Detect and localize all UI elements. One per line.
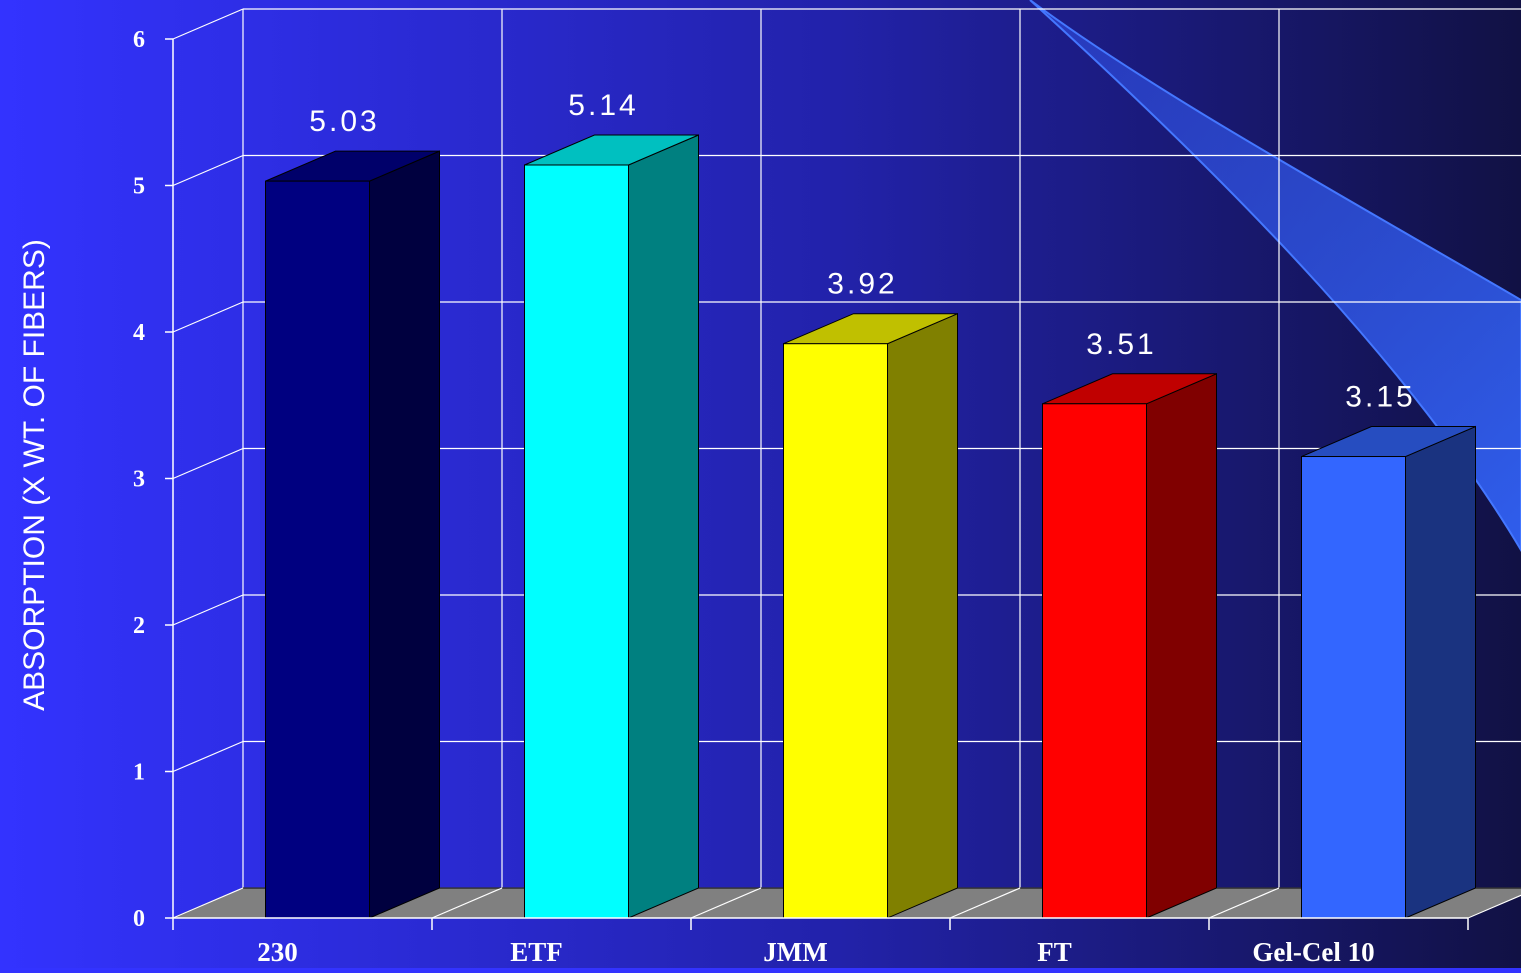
category-label: 230	[257, 937, 298, 967]
bar-230	[265, 150, 440, 919]
y-tick-label: 6	[133, 27, 145, 53]
y-tick-label: 0	[133, 906, 145, 932]
gridline-wall	[172, 447, 244, 480]
y-tick-label: 3	[133, 467, 145, 493]
y-tick-label: 4	[133, 320, 145, 346]
bar-side	[369, 150, 440, 919]
data-label: 5.03	[309, 105, 379, 138]
bar-front	[265, 180, 370, 919]
category-label: FT	[1037, 937, 1072, 967]
floor-divider	[1467, 894, 1521, 919]
y-tick-label: 1	[133, 760, 145, 786]
category-label: ETF	[510, 937, 563, 967]
bar-front	[1301, 456, 1406, 919]
floor-divider	[690, 887, 762, 919]
bar-side	[628, 134, 699, 919]
bar-front	[524, 164, 629, 919]
gridline-wall	[172, 301, 244, 333]
data-label: 3.15	[1345, 381, 1415, 414]
bar-series	[265, 134, 1476, 919]
floor-divider	[431, 887, 503, 919]
bar-side	[887, 312, 958, 919]
category-label: Gel-Cel 10	[1252, 937, 1374, 967]
y-tick-label: 5	[133, 174, 145, 200]
data-label: 5.14	[568, 89, 638, 122]
floor-divider	[949, 887, 1021, 919]
category-label: JMM	[763, 937, 827, 967]
y-axis-title: ABSORPTION (X WT. OF FIBERS)	[18, 239, 51, 711]
data-label: 3.51	[1086, 328, 1156, 361]
gridline-wall	[172, 154, 244, 187]
x-axis: 230 ETF JMM FT Gel-Cel 10	[172, 917, 1469, 967]
y-tick-label: 2	[133, 613, 145, 639]
bar-jmm	[783, 312, 958, 919]
bar-front	[1042, 403, 1147, 919]
bar-etf	[524, 134, 699, 919]
data-labels: 5.03 5.14 3.92 3.51 3.15	[309, 89, 1415, 414]
gridline-wall	[172, 740, 244, 773]
y-axis: 0 1 2 3 4 5 6	[133, 27, 174, 932]
gridline-wall	[172, 594, 244, 626]
data-label: 3.92	[827, 268, 897, 301]
floor-divider	[172, 887, 244, 919]
bar-ft	[1042, 373, 1217, 919]
bar-gel-cel-10	[1301, 425, 1476, 919]
bar-side	[1405, 425, 1476, 919]
gridline-wall	[172, 8, 244, 40]
floor-divider	[1208, 887, 1280, 919]
bar-front	[783, 343, 888, 919]
bar-side	[1146, 373, 1217, 919]
